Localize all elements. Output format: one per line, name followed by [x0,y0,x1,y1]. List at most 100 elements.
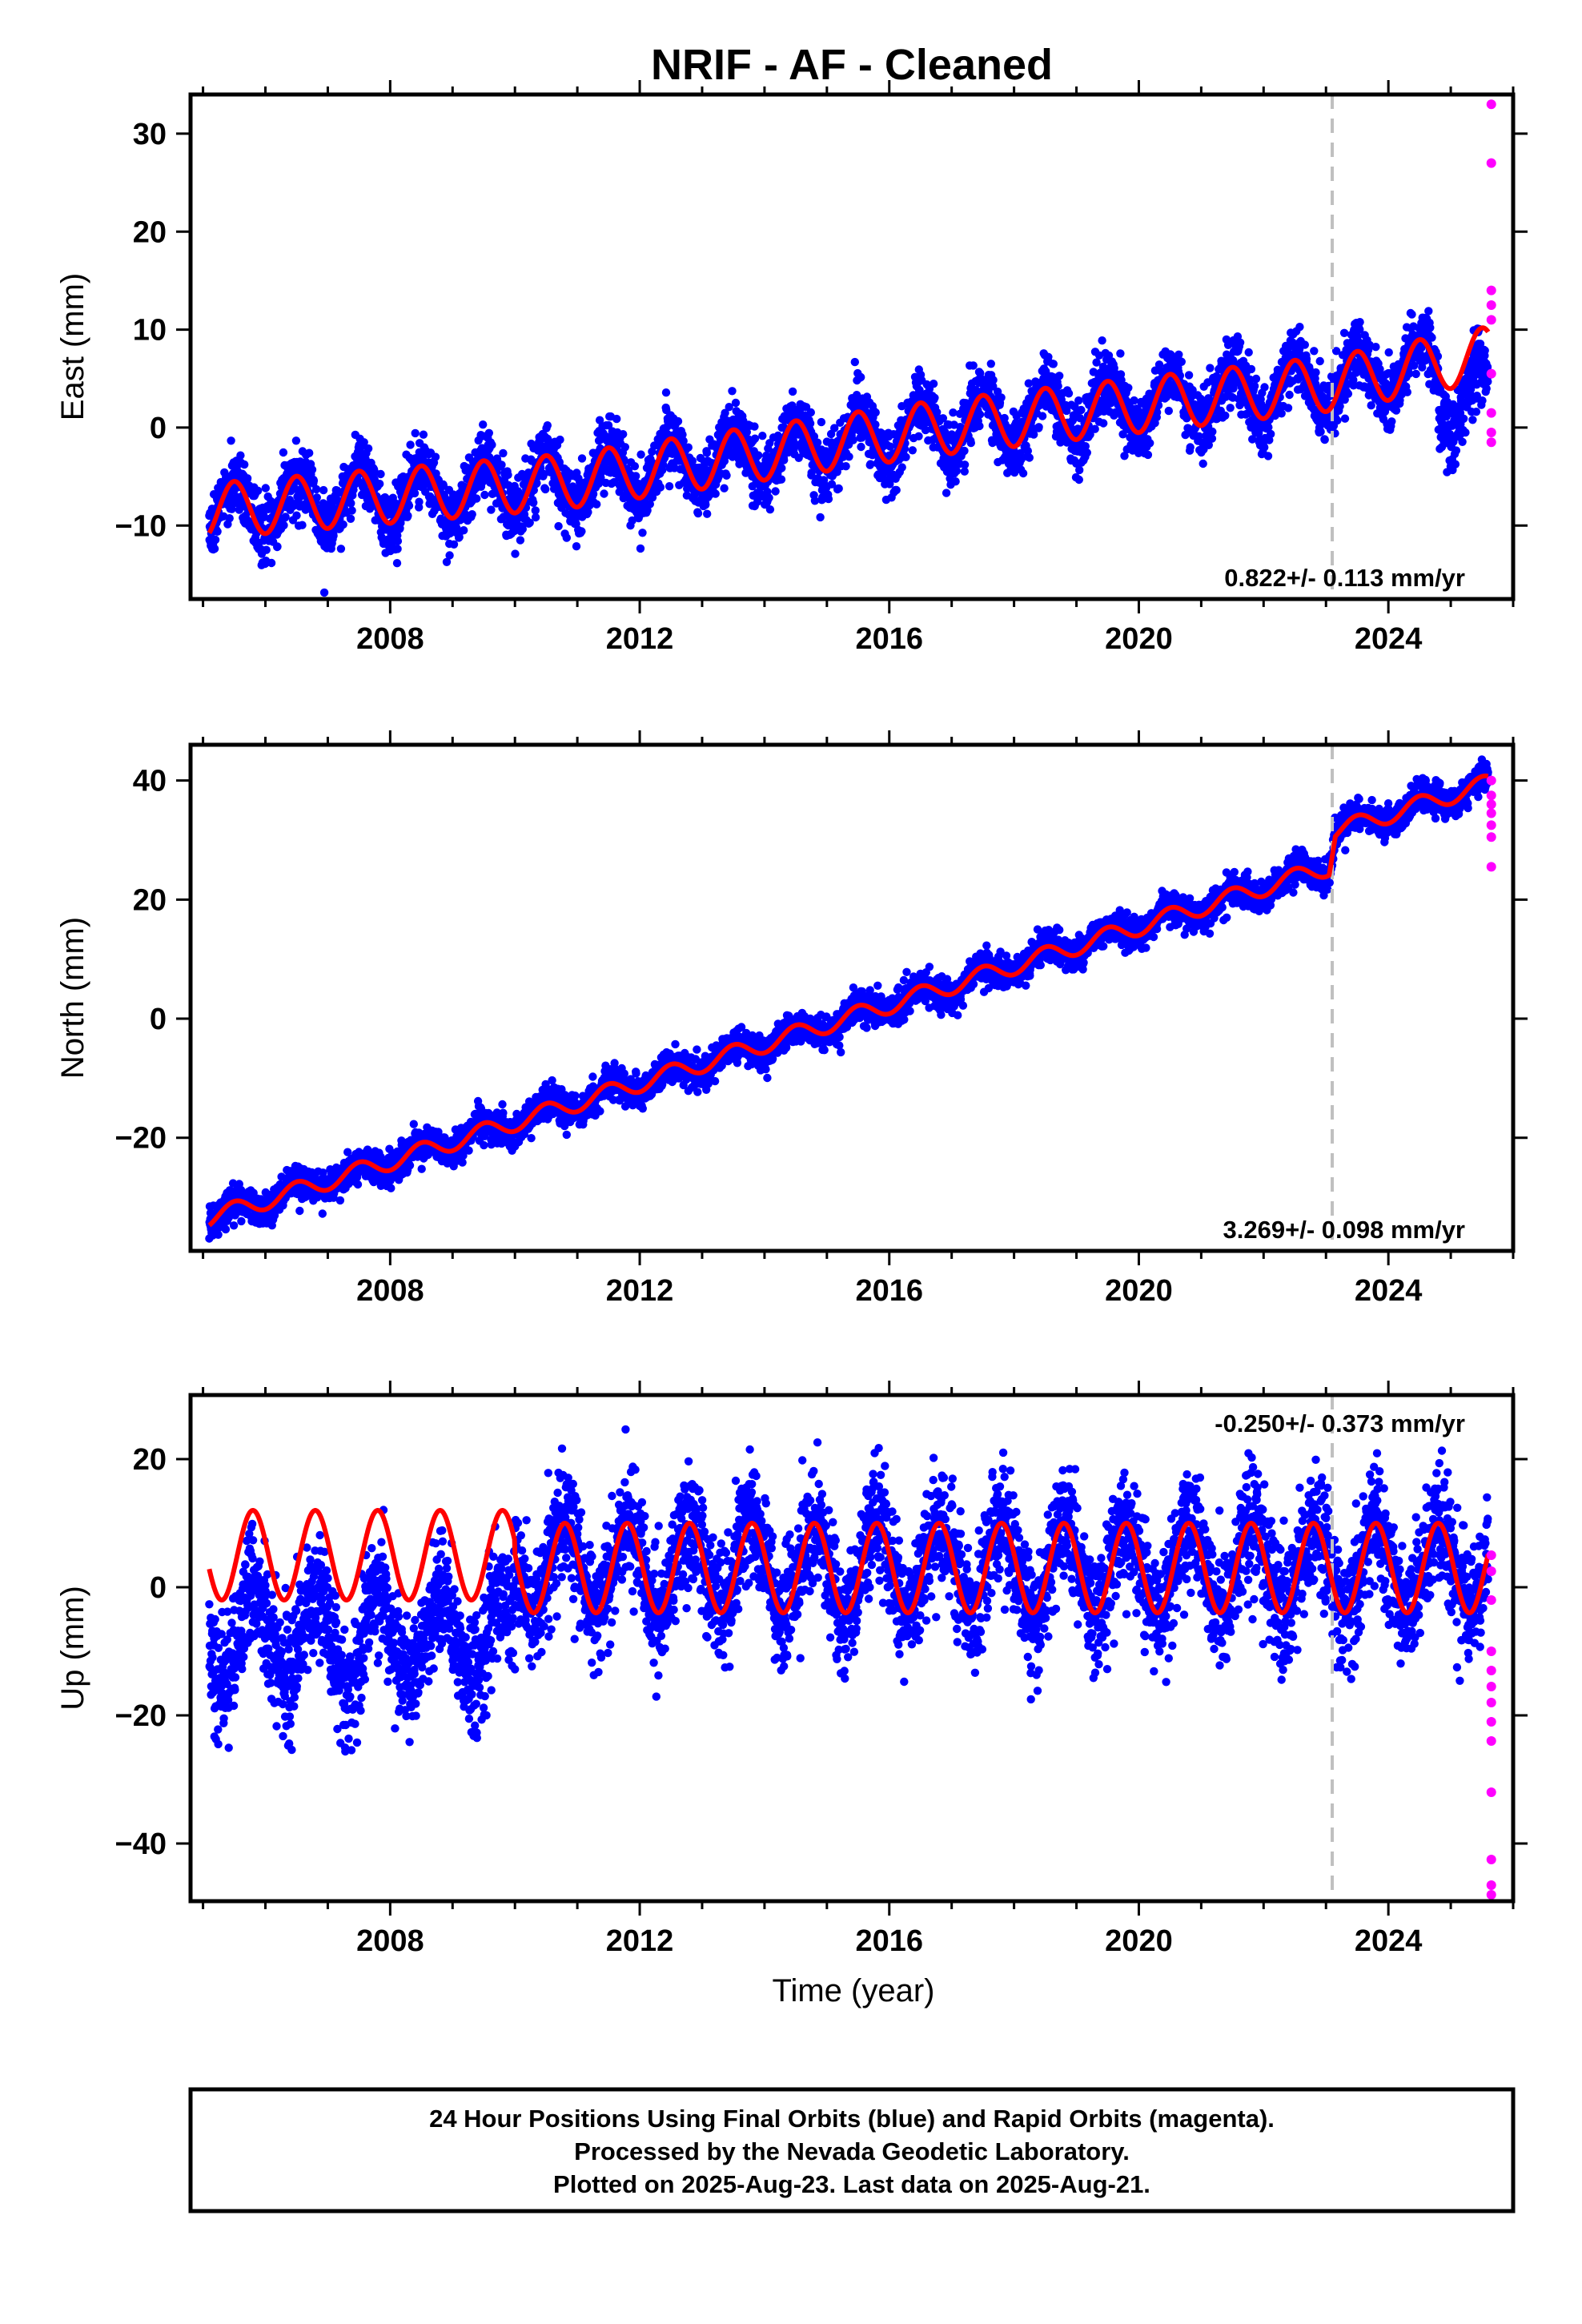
final-orbit-point [1339,328,1349,337]
final-orbit-point [722,471,731,480]
final-orbit-point [1206,364,1215,372]
final-orbit-point [750,422,759,431]
final-orbit-point [309,476,319,485]
final-orbit-point [1038,412,1047,420]
final-orbit-point [901,452,910,461]
final-orbit-point [604,420,613,430]
final-orbit-point [1250,381,1259,391]
final-orbit-point [684,443,693,452]
final-orbit-point [347,506,356,515]
final-orbit-point [480,490,489,500]
final-orbit-point [211,535,220,545]
final-orbit-point [1411,369,1420,379]
final-orbit-point [311,485,321,494]
final-orbit-point [952,466,962,476]
final-orbit-point [319,485,328,495]
final-orbit-point [1263,452,1273,460]
final-orbit-point [742,428,751,436]
final-orbit-point [632,472,640,480]
final-orbit-point [281,513,290,521]
final-orbit-point [805,419,815,428]
final-orbit-point [1316,427,1325,436]
final-orbit-point [406,440,415,449]
final-orbit-point [554,521,563,531]
final-orbit-point [1460,414,1468,423]
final-orbit-point [213,527,222,536]
final-orbit-point [720,484,729,493]
final-orbit-point [1277,409,1286,418]
final-orbit-point [1251,374,1261,384]
final-orbit-point [661,388,671,397]
final-orbit-point [986,360,996,368]
final-orbit-point [1283,404,1293,412]
final-orbit-point [817,417,826,427]
final-orbit-point [392,559,402,568]
final-orbit-point [225,514,234,523]
final-orbit-point [703,509,712,518]
final-orbit-point [592,500,601,509]
final-orbit-point [1186,443,1195,452]
final-orbit-point [1054,381,1062,391]
final-orbit-point [1452,446,1461,455]
final-orbit-point [643,506,652,515]
final-orbit-point [630,462,640,471]
final-orbit-point [997,393,1006,402]
final-orbit-point [1247,364,1256,374]
final-orbit-point [279,521,288,530]
final-orbit-point [1130,396,1138,405]
final-orbit-point [1302,355,1311,364]
plot-area [205,94,1496,599]
final-orbit-point [584,508,592,517]
final-orbit-point [307,465,317,474]
final-orbit-point [376,469,385,479]
final-orbit-point [841,462,850,471]
final-orbit-point [359,438,368,447]
final-orbit-point [806,408,815,417]
final-orbit-point [857,372,865,382]
final-orbit-point [445,551,454,560]
final-orbit-point [1235,338,1245,347]
final-orbit-point [1099,419,1108,428]
final-orbit-point [975,421,984,431]
final-orbit-point [236,451,245,460]
final-orbit-point [942,489,951,497]
final-orbit-point [688,456,697,465]
final-orbit-point [484,428,493,437]
final-orbit-point [449,540,459,549]
final-orbit-point [857,442,865,452]
final-orbit-point [1177,357,1186,366]
final-orbit-point [771,487,780,496]
final-orbit-point [1333,416,1342,425]
final-orbit-point [1077,405,1086,415]
final-orbit-point [497,460,506,469]
final-orbit-point [701,501,710,509]
final-orbit-point [511,549,520,558]
final-orbit-point [339,520,347,529]
final-orbit-point [305,448,314,457]
final-orbit-point [415,497,424,506]
final-orbit-point [1164,406,1174,416]
final-orbit-point [1384,348,1393,357]
final-orbit-point [665,482,674,491]
final-orbit-point [897,463,906,472]
final-orbit-point [404,501,414,510]
final-orbit-point [577,527,586,536]
final-orbit-point [914,432,923,440]
final-orbit-point [588,489,598,499]
final-orbit-point [279,448,288,457]
final-orbit-point [1098,336,1106,345]
final-orbit-point [638,529,647,537]
final-orbit-point [479,420,488,429]
final-orbit-point [1315,356,1324,366]
final-orbit-point [628,516,636,525]
final-orbit-point [243,474,252,483]
final-orbit-point [347,499,355,508]
figure-title: NRIF - AF - Cleaned [651,41,1053,89]
final-orbit-point [1310,347,1319,356]
final-orbit-point [531,506,540,515]
final-orbit-point [1260,383,1269,392]
final-orbit-point [1472,408,1481,416]
final-orbit-point [721,408,729,417]
final-orbit-point [780,456,789,464]
final-orbit-point [240,460,249,469]
